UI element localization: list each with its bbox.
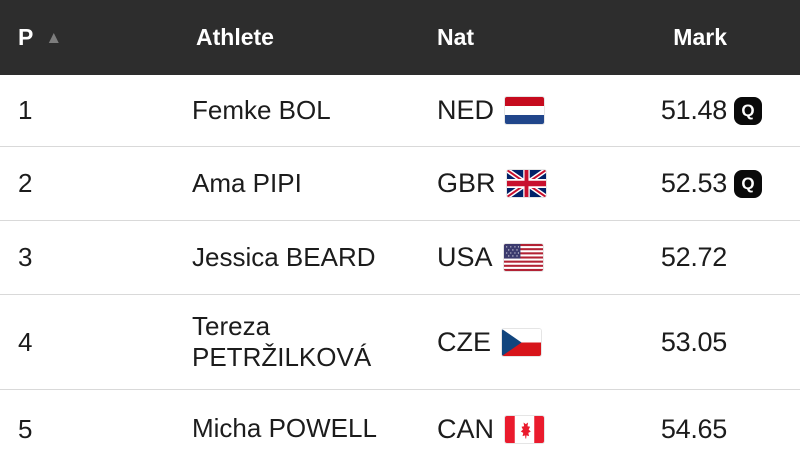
column-header-nationality[interactable]: Nat — [437, 24, 475, 50]
sort-ascending-icon: ▲ — [45, 28, 63, 47]
table-row: 3 Jessica BEARD USA — [0, 221, 800, 295]
position-value: 3 — [18, 242, 33, 272]
mark-value: 53.05 — [660, 326, 727, 357]
nationality-code: CZE — [437, 326, 491, 357]
position-value: 1 — [18, 95, 33, 125]
athlete-name: Femke BOL — [192, 94, 331, 125]
table-row: 2 Ama PIPI GBR 52.53 Q — [0, 147, 800, 221]
athlete-name: Tereza PETRŽILKOVÁ — [192, 310, 372, 372]
table-row: 1 Femke BOL NED 51.48 Q — [0, 75, 800, 147]
position-value: 5 — [18, 413, 33, 444]
czech-republic-flag — [502, 328, 541, 356]
qualified-badge: Q — [734, 169, 762, 198]
position-value: 2 — [18, 168, 33, 198]
position-value: 4 — [18, 326, 33, 357]
mark-value: 52.72 — [660, 242, 727, 272]
nationality-code: GBR — [437, 168, 496, 198]
column-header-mark[interactable]: Mark — [673, 24, 727, 50]
column-header-position[interactable]: P ▲ — [0, 24, 192, 51]
column-header-athlete[interactable]: Athlete — [196, 24, 274, 50]
nationality-code: CAN — [437, 413, 495, 444]
athlete-name: Ama PIPI — [192, 167, 302, 198]
great-britain-flag — [506, 170, 546, 197]
mark-value: 54.65 — [660, 413, 727, 444]
canada-flag — [505, 415, 545, 443]
table-row: 5 Micha POWELL CAN 54.65 — [0, 390, 800, 468]
mark-value: 52.53 — [660, 168, 727, 198]
usa-flag — [503, 244, 543, 271]
nationality-code: USA — [437, 242, 493, 272]
column-header-position-label: P — [18, 24, 34, 50]
athlete-name: Micha POWELL — [192, 413, 377, 444]
nationality-code: NED — [437, 95, 495, 125]
table-header: P ▲ Athlete Nat Mark — [0, 0, 800, 75]
athlete-name: Jessica BEARD — [192, 241, 376, 272]
mark-value: 51.48 — [660, 95, 727, 125]
netherlands-flag — [505, 97, 545, 124]
table-row: 4 Tereza PETRŽILKOVÁ CZE 53.05 — [0, 295, 800, 390]
qualified-badge: Q — [734, 96, 762, 125]
